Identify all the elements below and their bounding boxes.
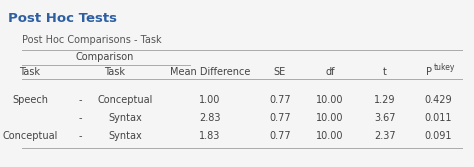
Text: Syntax: Syntax — [108, 113, 142, 123]
Text: Speech: Speech — [12, 95, 48, 105]
Text: Mean Difference: Mean Difference — [170, 67, 250, 77]
Text: 3.67: 3.67 — [374, 113, 396, 123]
Text: 0.77: 0.77 — [269, 113, 291, 123]
Text: Conceptual: Conceptual — [97, 95, 153, 105]
Text: 2.83: 2.83 — [199, 113, 221, 123]
Text: 0.429: 0.429 — [424, 95, 452, 105]
Text: 0.011: 0.011 — [424, 113, 452, 123]
Text: 0.091: 0.091 — [424, 131, 452, 141]
Text: Post Hoc Tests: Post Hoc Tests — [8, 12, 117, 25]
Text: Comparison: Comparison — [76, 52, 134, 62]
Text: 2.37: 2.37 — [374, 131, 396, 141]
Text: t: t — [383, 67, 387, 77]
Text: 10.00: 10.00 — [316, 131, 344, 141]
Text: 0.77: 0.77 — [269, 95, 291, 105]
Text: 1.29: 1.29 — [374, 95, 396, 105]
Text: 10.00: 10.00 — [316, 95, 344, 105]
Text: tukey: tukey — [434, 63, 456, 72]
Text: Task: Task — [19, 67, 40, 77]
Text: -: - — [78, 113, 82, 123]
Text: Conceptual: Conceptual — [2, 131, 58, 141]
Text: 0.77: 0.77 — [269, 131, 291, 141]
Text: Post Hoc Comparisons - Task: Post Hoc Comparisons - Task — [22, 35, 162, 45]
Text: -: - — [78, 131, 82, 141]
Text: -: - — [78, 95, 82, 105]
Text: 1.83: 1.83 — [199, 131, 221, 141]
Text: P: P — [426, 67, 432, 77]
Text: 1.00: 1.00 — [199, 95, 221, 105]
Text: df: df — [325, 67, 335, 77]
Text: Syntax: Syntax — [108, 131, 142, 141]
Text: Task: Task — [104, 67, 126, 77]
Text: SE: SE — [274, 67, 286, 77]
Text: 10.00: 10.00 — [316, 113, 344, 123]
